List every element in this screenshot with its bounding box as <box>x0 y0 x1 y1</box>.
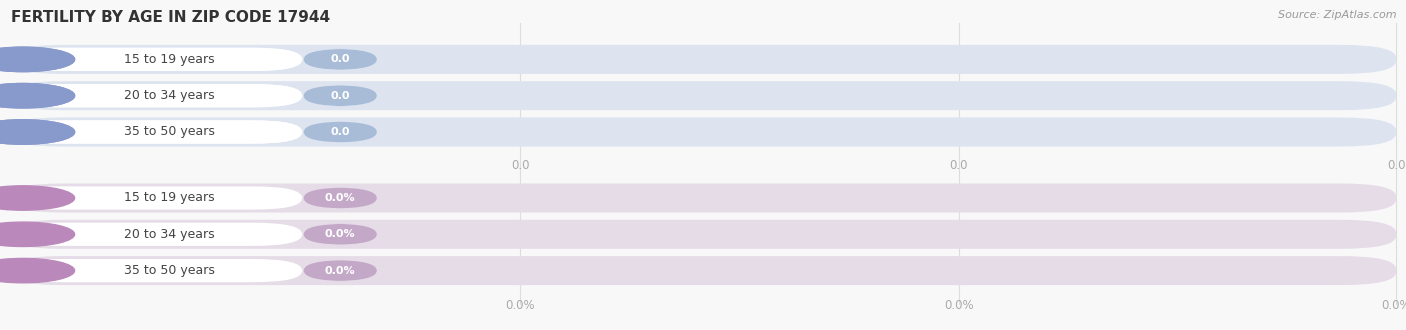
Text: 0.0: 0.0 <box>949 159 969 172</box>
Text: 15 to 19 years: 15 to 19 years <box>124 53 215 66</box>
Circle shape <box>0 222 75 247</box>
Text: 20 to 34 years: 20 to 34 years <box>124 228 215 241</box>
Circle shape <box>0 186 75 210</box>
FancyBboxPatch shape <box>7 81 1396 110</box>
Text: Source: ZipAtlas.com: Source: ZipAtlas.com <box>1278 10 1396 20</box>
Text: 0.0: 0.0 <box>330 127 350 137</box>
FancyBboxPatch shape <box>304 121 377 143</box>
Circle shape <box>0 83 75 108</box>
FancyBboxPatch shape <box>304 187 377 209</box>
FancyBboxPatch shape <box>7 256 1396 285</box>
Circle shape <box>0 120 75 144</box>
Circle shape <box>0 83 75 108</box>
Circle shape <box>0 120 75 144</box>
FancyBboxPatch shape <box>7 117 1396 147</box>
FancyBboxPatch shape <box>7 223 302 246</box>
Text: 0.0%: 0.0% <box>325 193 356 203</box>
Text: 0.0%: 0.0% <box>1381 299 1406 312</box>
FancyBboxPatch shape <box>7 84 302 107</box>
Text: 0.0%: 0.0% <box>325 229 356 239</box>
FancyBboxPatch shape <box>7 45 1396 74</box>
FancyBboxPatch shape <box>7 84 302 107</box>
Text: 0.0%: 0.0% <box>943 299 974 312</box>
Circle shape <box>0 47 75 72</box>
Text: 0.0: 0.0 <box>1386 159 1406 172</box>
Text: 35 to 50 years: 35 to 50 years <box>124 264 215 277</box>
FancyBboxPatch shape <box>7 120 302 144</box>
Text: 35 to 50 years: 35 to 50 years <box>124 125 215 139</box>
Circle shape <box>0 47 75 72</box>
Text: 0.0%: 0.0% <box>505 299 536 312</box>
Text: FERTILITY BY AGE IN ZIP CODE 17944: FERTILITY BY AGE IN ZIP CODE 17944 <box>11 10 330 25</box>
Text: 0.0: 0.0 <box>510 159 530 172</box>
FancyBboxPatch shape <box>7 186 302 210</box>
FancyBboxPatch shape <box>304 85 377 106</box>
Text: 0.0: 0.0 <box>330 54 350 64</box>
Text: 20 to 34 years: 20 to 34 years <box>124 89 215 102</box>
FancyBboxPatch shape <box>7 183 1396 213</box>
FancyBboxPatch shape <box>7 120 302 144</box>
Text: 0.0%: 0.0% <box>325 266 356 276</box>
FancyBboxPatch shape <box>7 220 1396 249</box>
FancyBboxPatch shape <box>304 260 377 281</box>
FancyBboxPatch shape <box>7 259 302 282</box>
FancyBboxPatch shape <box>7 48 302 71</box>
Text: 15 to 19 years: 15 to 19 years <box>124 191 215 205</box>
FancyBboxPatch shape <box>7 48 302 71</box>
Text: 0.0: 0.0 <box>330 91 350 101</box>
FancyBboxPatch shape <box>304 224 377 245</box>
FancyBboxPatch shape <box>304 49 377 70</box>
Circle shape <box>0 258 75 283</box>
